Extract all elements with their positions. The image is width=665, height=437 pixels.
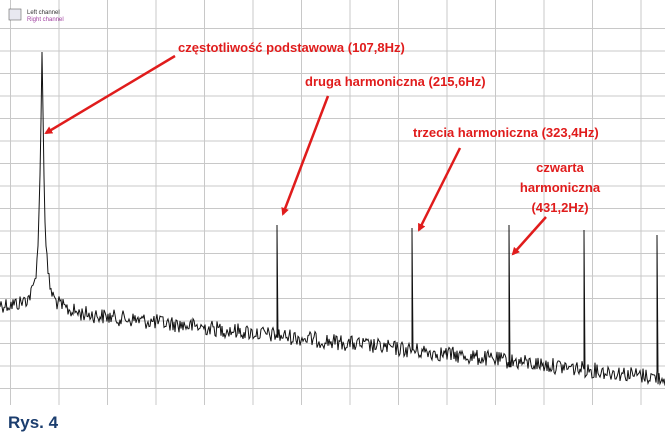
arrow bbox=[417, 147, 462, 232]
arrow bbox=[281, 95, 330, 216]
annotations: częstotliwość podstawowa (107,8Hz) druga… bbox=[44, 40, 601, 256]
caption: Rys. 4 bbox=[8, 413, 59, 432]
spectrum-trace bbox=[0, 51, 665, 386]
annotation-text: druga harmoniczna (215,6Hz) bbox=[305, 74, 486, 89]
caption-box bbox=[0, 405, 110, 437]
annotation-text: harmoniczna bbox=[520, 180, 601, 195]
annotation-text: częstotliwość podstawowa (107,8Hz) bbox=[178, 40, 405, 55]
arrow bbox=[44, 54, 176, 135]
annotation-text: czwarta bbox=[536, 160, 584, 175]
grid bbox=[0, 0, 665, 405]
legend-entry: Right channel bbox=[27, 17, 64, 23]
arrow bbox=[511, 216, 547, 256]
legend: Left channel Right channel bbox=[8, 8, 64, 23]
annotation-text: (431,2Hz) bbox=[531, 200, 588, 215]
legend-entry: Left channel bbox=[27, 10, 60, 16]
legend-icon bbox=[8, 8, 22, 21]
annotation-text: trzecia harmoniczna (323,4Hz) bbox=[413, 125, 599, 140]
